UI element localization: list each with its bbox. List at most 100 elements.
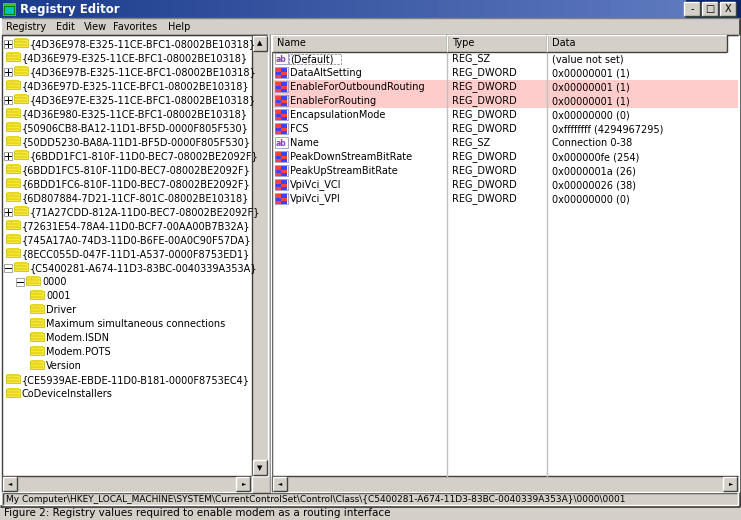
Bar bbox=[6, 109, 20, 117]
Bar bbox=[322, 0, 335, 18]
Bar bbox=[15, 150, 27, 152]
Text: REG_DWORD: REG_DWORD bbox=[452, 124, 516, 135]
Bar bbox=[31, 290, 43, 292]
Text: REG_DWORD: REG_DWORD bbox=[452, 151, 516, 162]
Bar bbox=[6, 123, 20, 131]
Text: {4D36E97E-E325-11CE-BFC1-08002BE10318}: {4D36E97E-E325-11CE-BFC1-08002BE10318} bbox=[30, 95, 256, 105]
Bar bbox=[281, 68, 287, 72]
Bar bbox=[668, 0, 680, 18]
Bar bbox=[15, 97, 27, 99]
Bar bbox=[391, 0, 404, 18]
Bar bbox=[7, 226, 19, 228]
Bar bbox=[275, 95, 288, 106]
Bar bbox=[2, 18, 739, 35]
Bar bbox=[273, 80, 738, 94]
Bar bbox=[275, 183, 281, 187]
Bar bbox=[185, 0, 197, 18]
Bar bbox=[276, 0, 289, 18]
Bar bbox=[31, 332, 43, 334]
Bar bbox=[7, 380, 19, 382]
Bar bbox=[6, 375, 20, 383]
Bar bbox=[4, 96, 12, 104]
Bar bbox=[92, 0, 104, 18]
Bar bbox=[6, 221, 11, 223]
Text: {4D36E97D-E325-11CE-BFC1-08002BE10318}: {4D36E97D-E325-11CE-BFC1-08002BE10318} bbox=[22, 81, 250, 91]
Bar bbox=[272, 35, 447, 52]
Bar bbox=[6, 249, 11, 251]
Bar bbox=[104, 0, 116, 18]
Text: 0x00000000 (0): 0x00000000 (0) bbox=[552, 194, 630, 204]
Bar bbox=[530, 0, 542, 18]
Bar bbox=[281, 82, 287, 86]
Bar bbox=[472, 0, 485, 18]
Bar bbox=[553, 0, 565, 18]
Bar bbox=[30, 291, 44, 299]
Bar bbox=[27, 276, 39, 278]
Bar bbox=[7, 377, 19, 379]
Text: X: X bbox=[725, 4, 731, 14]
Text: ◄: ◄ bbox=[8, 482, 12, 487]
Bar bbox=[14, 39, 19, 41]
Bar bbox=[26, 277, 31, 279]
Bar bbox=[7, 251, 19, 253]
Bar bbox=[275, 123, 288, 134]
Bar bbox=[281, 200, 287, 204]
Bar bbox=[58, 0, 70, 18]
Bar bbox=[30, 361, 35, 363]
Text: {C5400281-A674-11D3-83BC-0040339A353A}: {C5400281-A674-11D3-83BC-0040339A353A} bbox=[30, 263, 258, 273]
Text: Figure 2: Registry values required to enable modem as a routing interface: Figure 2: Registry values required to en… bbox=[4, 508, 391, 518]
Text: {CE5939AE-EBDE-11D0-B181-0000F8753EC4}: {CE5939AE-EBDE-11D0-B181-0000F8753EC4} bbox=[22, 375, 250, 385]
Bar bbox=[31, 310, 43, 312]
Bar bbox=[299, 0, 312, 18]
Bar bbox=[6, 53, 20, 61]
Bar bbox=[4, 6, 15, 15]
Bar bbox=[7, 83, 19, 85]
Bar bbox=[275, 151, 288, 162]
Bar bbox=[150, 0, 162, 18]
Bar bbox=[275, 127, 281, 131]
Bar bbox=[7, 234, 19, 236]
Bar bbox=[611, 0, 623, 18]
Bar bbox=[27, 279, 39, 281]
Text: Help: Help bbox=[168, 21, 190, 32]
Bar bbox=[7, 142, 19, 144]
Bar bbox=[281, 186, 287, 190]
Bar bbox=[7, 122, 19, 124]
Bar bbox=[686, 0, 741, 18]
Text: {50906CB8-BA12-11D1-BF5D-0000F805F530}: {50906CB8-BA12-11D1-BF5D-0000F805F530} bbox=[22, 123, 249, 133]
Bar bbox=[7, 220, 19, 222]
Bar bbox=[81, 0, 93, 18]
Text: VpiVci_VCI: VpiVci_VCI bbox=[290, 179, 342, 190]
Bar bbox=[281, 99, 287, 103]
Bar bbox=[507, 0, 519, 18]
Bar bbox=[273, 477, 287, 491]
Text: Name: Name bbox=[277, 38, 306, 48]
Bar bbox=[7, 170, 19, 172]
Text: {72631E54-78A4-11D0-BCF7-00AA00B7B32A}: {72631E54-78A4-11D0-BCF7-00AA00B7B32A} bbox=[22, 221, 250, 231]
Bar bbox=[275, 102, 281, 106]
Text: ▲: ▲ bbox=[257, 40, 263, 46]
Bar bbox=[634, 0, 646, 18]
Bar bbox=[281, 158, 287, 162]
Bar bbox=[275, 137, 288, 148]
Bar bbox=[7, 52, 19, 54]
Bar bbox=[2, 476, 252, 492]
Bar bbox=[7, 178, 19, 180]
Bar bbox=[31, 338, 43, 340]
Bar bbox=[15, 153, 27, 155]
Text: Modem.ISDN: Modem.ISDN bbox=[46, 333, 109, 343]
Bar bbox=[576, 0, 588, 18]
Bar bbox=[7, 223, 19, 225]
Text: VpiVci_VPI: VpiVci_VPI bbox=[290, 193, 341, 204]
Bar bbox=[7, 192, 19, 194]
Bar bbox=[275, 116, 281, 120]
Bar bbox=[30, 361, 44, 369]
Bar bbox=[275, 179, 288, 190]
Bar bbox=[7, 198, 19, 200]
Bar bbox=[219, 0, 231, 18]
Bar bbox=[15, 66, 27, 68]
Bar bbox=[2, 492, 739, 506]
Bar bbox=[7, 167, 19, 169]
Text: {6BDD1FC5-810F-11D0-BEC7-08002BE2092F}: {6BDD1FC5-810F-11D0-BEC7-08002BE2092F} bbox=[22, 165, 251, 175]
Bar bbox=[272, 35, 739, 476]
